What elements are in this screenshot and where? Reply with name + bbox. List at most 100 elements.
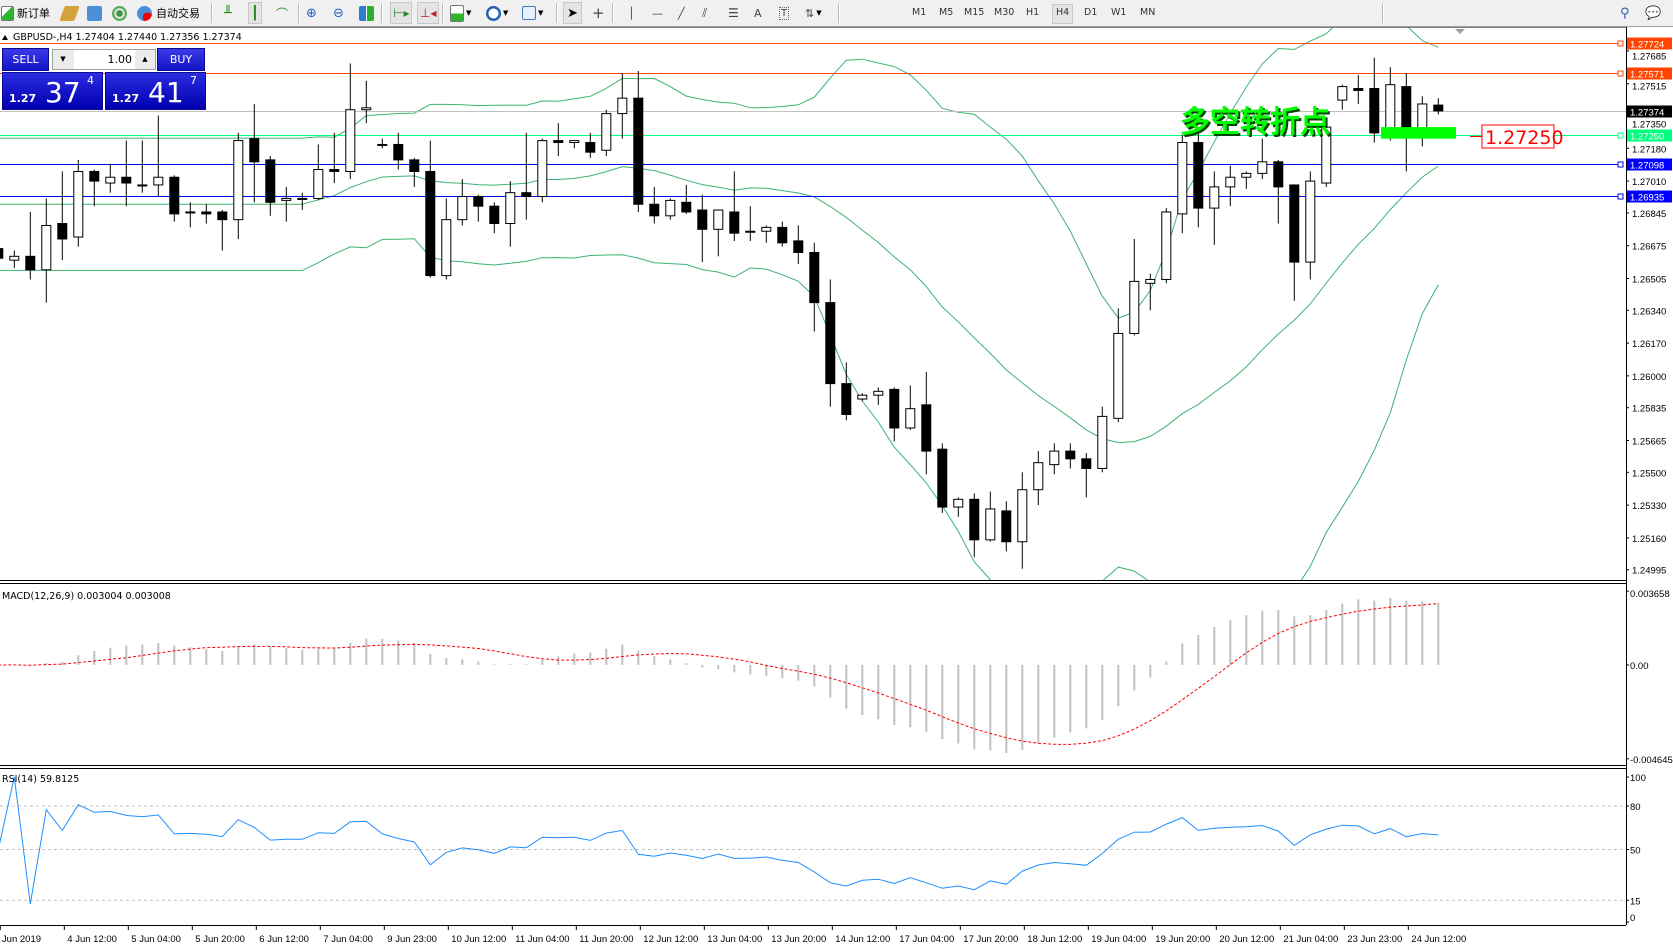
timeframe-mn[interactable]: MN bbox=[1140, 7, 1156, 18]
line-chart-button[interactable]: ⌒ bbox=[276, 3, 288, 23]
candle-bearish bbox=[489, 205, 500, 225]
sell-button[interactable]: SELL bbox=[2, 48, 49, 71]
candle-bullish bbox=[441, 219, 452, 277]
timeframe-d1[interactable]: D1 bbox=[1084, 7, 1098, 18]
candle-bearish bbox=[777, 226, 788, 244]
candle-bullish bbox=[505, 192, 516, 225]
zoom-out-button[interactable]: ⊖ bbox=[333, 3, 344, 23]
chart-shift-button[interactable]: ⊥◂ bbox=[417, 2, 440, 24]
timeframe-h1[interactable]: H1 bbox=[1026, 7, 1040, 18]
fibonacci-tool[interactable]: ☰ bbox=[728, 3, 739, 23]
price-axis-line-tag bbox=[1627, 37, 1672, 50]
buy-price-prefix: 1.27 bbox=[112, 92, 140, 105]
buy-price-button[interactable]: 1.27 41 7 bbox=[105, 72, 206, 110]
trendline-icon: ╱ bbox=[678, 6, 685, 20]
history-button[interactable] bbox=[59, 3, 80, 23]
candle-bearish bbox=[729, 211, 740, 234]
time-axis-label: 17 Jun 20:00 bbox=[963, 934, 1018, 945]
candle-bearish bbox=[681, 201, 692, 213]
candle-bullish bbox=[745, 230, 756, 233]
timeframe-w1[interactable]: W1 bbox=[1111, 7, 1127, 18]
rsi-axis-label: 80 bbox=[1630, 802, 1641, 813]
horizontal-line-tool[interactable]: — bbox=[652, 3, 663, 23]
timeframe-m15[interactable]: M15 bbox=[964, 7, 985, 18]
candle-bearish bbox=[937, 448, 948, 508]
signals-button[interactable] bbox=[112, 3, 127, 23]
candle-bearish bbox=[329, 169, 340, 172]
timeframe-m5[interactable]: M5 bbox=[939, 7, 954, 18]
buy-button[interactable]: BUY bbox=[157, 48, 205, 71]
crosshair-tool[interactable]: + bbox=[592, 3, 605, 23]
candle-bearish bbox=[633, 97, 644, 205]
price-axis-label: 1.27685 bbox=[1632, 52, 1666, 63]
bar-chart-icon: ╨ bbox=[224, 5, 232, 21]
candle-bullish bbox=[153, 176, 164, 186]
candle-bearish bbox=[809, 251, 820, 304]
lot-increase-button[interactable]: ▲ bbox=[135, 50, 155, 69]
time-axis-label: 24 Jun 12:00 bbox=[1411, 934, 1466, 945]
sell-price-button[interactable]: 1.27 37 4 bbox=[2, 72, 103, 110]
cursor-tool[interactable]: ➤ bbox=[563, 2, 582, 24]
candle-bullish bbox=[537, 140, 548, 198]
annotation-text: 多空转折点 bbox=[1180, 105, 1330, 140]
lot-size-input[interactable]: 1.00 bbox=[74, 50, 135, 69]
rsi-axis-label: 50 bbox=[1630, 846, 1641, 857]
auto-trading-button[interactable]: 自动交易 bbox=[137, 3, 200, 23]
zoom-in-icon: ⊕ bbox=[306, 5, 317, 21]
candle-bearish bbox=[921, 404, 932, 452]
candlestick-button[interactable]: ┃ bbox=[248, 2, 262, 24]
price-axis-line-label: 1.27571 bbox=[1630, 70, 1664, 81]
time-axis-label: 17 Jun 04:00 bbox=[899, 934, 954, 945]
lot-decrease-button[interactable]: ▼ bbox=[53, 50, 73, 69]
chat-button[interactable]: 💬 bbox=[1645, 3, 1661, 23]
macd-axis-label: 0.003658 bbox=[1630, 589, 1670, 600]
periods-button[interactable]: ▼ bbox=[486, 3, 508, 23]
candle-bearish bbox=[697, 209, 708, 230]
time-axis-label: 18 Jun 12:00 bbox=[1027, 934, 1082, 945]
vertical-line-tool[interactable]: │ bbox=[628, 3, 635, 23]
candle-bullish bbox=[665, 199, 676, 217]
candle-bearish bbox=[1401, 86, 1412, 132]
buy-price-fraction: 7 bbox=[190, 74, 197, 87]
candle-bullish bbox=[41, 224, 52, 271]
new-order-button[interactable]: 新订单 bbox=[1, 3, 50, 23]
chevron-down-icon: ▼ bbox=[60, 55, 66, 63]
indicators-button[interactable]: ▼ bbox=[450, 3, 471, 23]
text-tool[interactable]: A bbox=[754, 3, 762, 23]
timeframe-m1[interactable]: M1 bbox=[912, 7, 927, 18]
templates-button[interactable]: ▼ bbox=[522, 3, 543, 23]
price-axis-label: 1.26675 bbox=[1632, 242, 1666, 253]
time-axis-label: 5 Jun 04:00 bbox=[131, 934, 181, 945]
candle-bullish bbox=[857, 394, 868, 400]
auto-scroll-button[interactable]: ⊢▸ bbox=[390, 2, 413, 24]
tile-windows-button[interactable] bbox=[359, 3, 374, 23]
candle-bullish bbox=[1145, 278, 1156, 284]
terminal-button[interactable] bbox=[87, 3, 102, 23]
time-axis-label: 7 Jun 04:00 bbox=[323, 934, 373, 945]
price-axis-line-tag bbox=[1627, 67, 1672, 80]
text-label-tool[interactable]: T bbox=[779, 3, 790, 23]
equidistant-channel-tool[interactable]: ⫽ bbox=[702, 3, 707, 23]
search-button[interactable]: ⚲ bbox=[1620, 3, 1630, 23]
timeframe-h4[interactable]: H4 bbox=[1052, 4, 1074, 24]
price-axis-label: 1.26845 bbox=[1632, 209, 1666, 220]
bollinger-middle-band bbox=[0, 165, 1439, 444]
timeframe-m30[interactable]: M30 bbox=[994, 7, 1015, 18]
zoom-in-button[interactable]: ⊕ bbox=[306, 3, 317, 23]
trendline-tool[interactable]: ╱ bbox=[678, 3, 685, 23]
toolbar: 新订单 自动交易 ╨ ┃ ⌒ ⊕ ⊖ ⊢▸ ⊥◂ ▼ ▼ ▼ ➤ + │ — ╱… bbox=[0, 0, 1673, 27]
toolbar-separator bbox=[1382, 3, 1384, 23]
price-axis-line-tag bbox=[1627, 158, 1672, 171]
cursor-arrow-icon: ➤ bbox=[567, 5, 578, 21]
arrows-tool[interactable]: ⇅ ▼ bbox=[805, 3, 822, 23]
price-axis-label: 1.27350 bbox=[1632, 120, 1666, 131]
candle-bearish bbox=[553, 140, 564, 144]
candle-bearish bbox=[1353, 88, 1364, 91]
macd-axis-label: 0.00 bbox=[1630, 661, 1649, 672]
fibonacci-icon: ☰ bbox=[728, 6, 739, 20]
price-axis-line-label: 1.27724 bbox=[1630, 40, 1664, 51]
pivot-zone-rect bbox=[1381, 127, 1456, 139]
buy-price-pips: 41 bbox=[148, 76, 184, 109]
bar-chart-button[interactable]: ╨ bbox=[224, 3, 232, 23]
